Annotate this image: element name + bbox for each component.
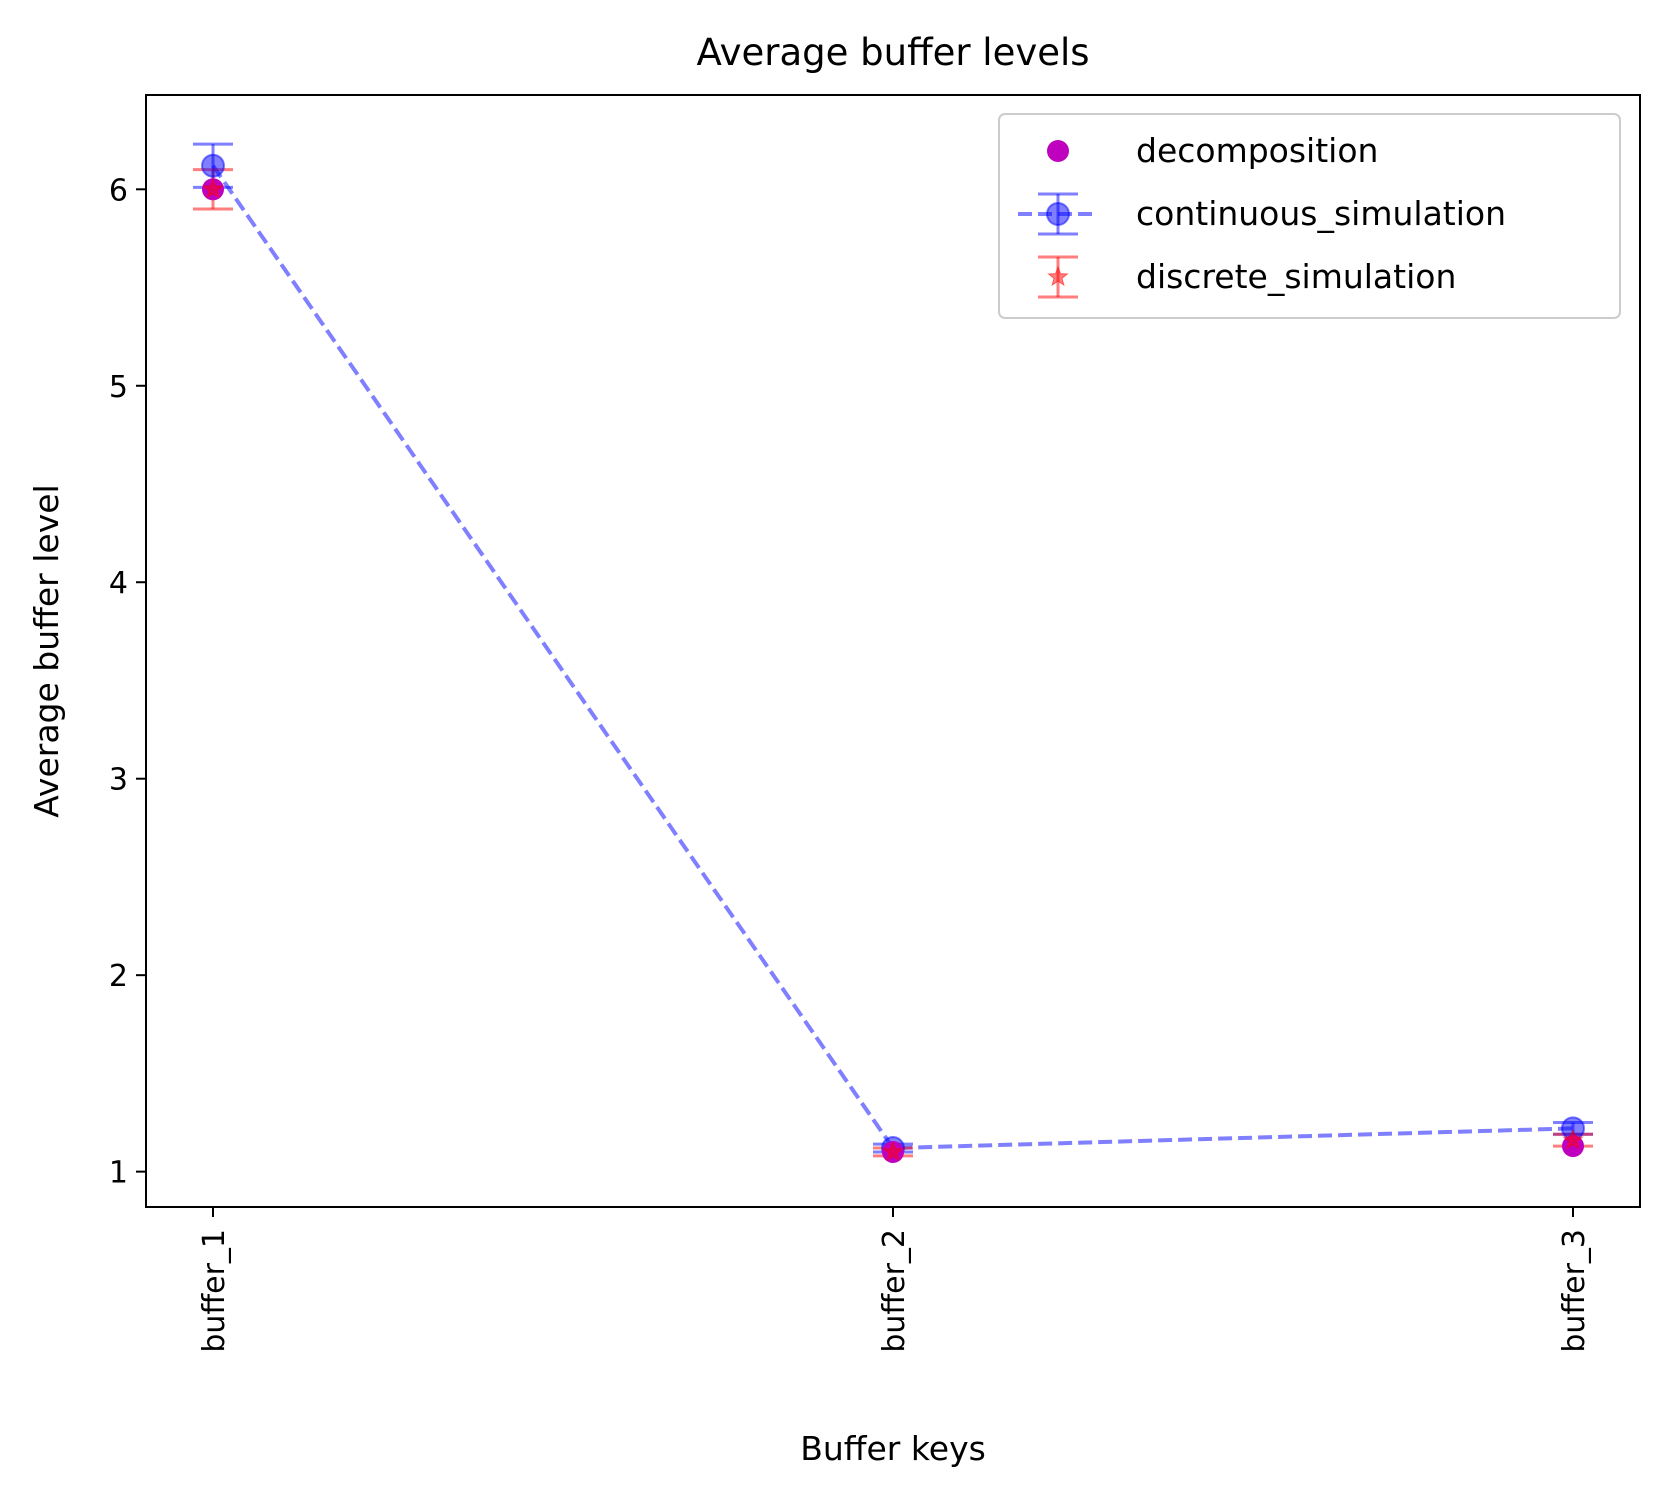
legend-box <box>998 113 1621 319</box>
x-axis-label: Buffer keys <box>800 1429 986 1468</box>
legend-label: continuous_simulation <box>1136 194 1506 233</box>
discrete-simulation-point <box>202 177 224 199</box>
y-tick-label: 1 <box>109 1156 128 1191</box>
y-tick-label: 2 <box>109 959 128 994</box>
y-tick-label: 5 <box>109 370 128 405</box>
y-tick-label: 6 <box>109 173 128 208</box>
y-axis-label: Average buffer level <box>27 484 66 817</box>
y-axis: 1 2 3 4 5 6 <box>109 173 146 1191</box>
discrete-simulation-point <box>882 1140 904 1162</box>
x-axis: buffer_1 buffer_2 buffer_3 <box>197 1207 1592 1353</box>
chart-title: Average buffer levels <box>696 31 1089 74</box>
x-tick-label: buffer_3 <box>1557 1229 1592 1353</box>
legend-continuous-simulation-marker <box>1046 202 1070 226</box>
data-marks <box>193 142 1593 1163</box>
y-tick-label: 3 <box>109 763 128 798</box>
legend: decomposition continuous_simulationdiscre… <box>998 113 1621 319</box>
legend-label: decomposition <box>1136 131 1378 170</box>
legend-discrete-simulation-marker <box>1047 265 1069 287</box>
continuous-simulation-line <box>211 164 1574 1151</box>
continuous-simulation-point <box>201 153 225 178</box>
y-tick-label: 4 <box>109 566 128 601</box>
x-tick-label: buffer_1 <box>197 1229 232 1353</box>
legend-label: discrete_simulation <box>1136 257 1456 296</box>
discrete-simulation-point <box>1562 1128 1584 1150</box>
plot-area: 1 2 3 4 5 6 buffer_1 buffer_2 buffer_3 <box>109 94 1641 1353</box>
legend-decomposition-marker <box>1047 140 1069 162</box>
x-tick-label: buffer_2 <box>877 1229 912 1353</box>
